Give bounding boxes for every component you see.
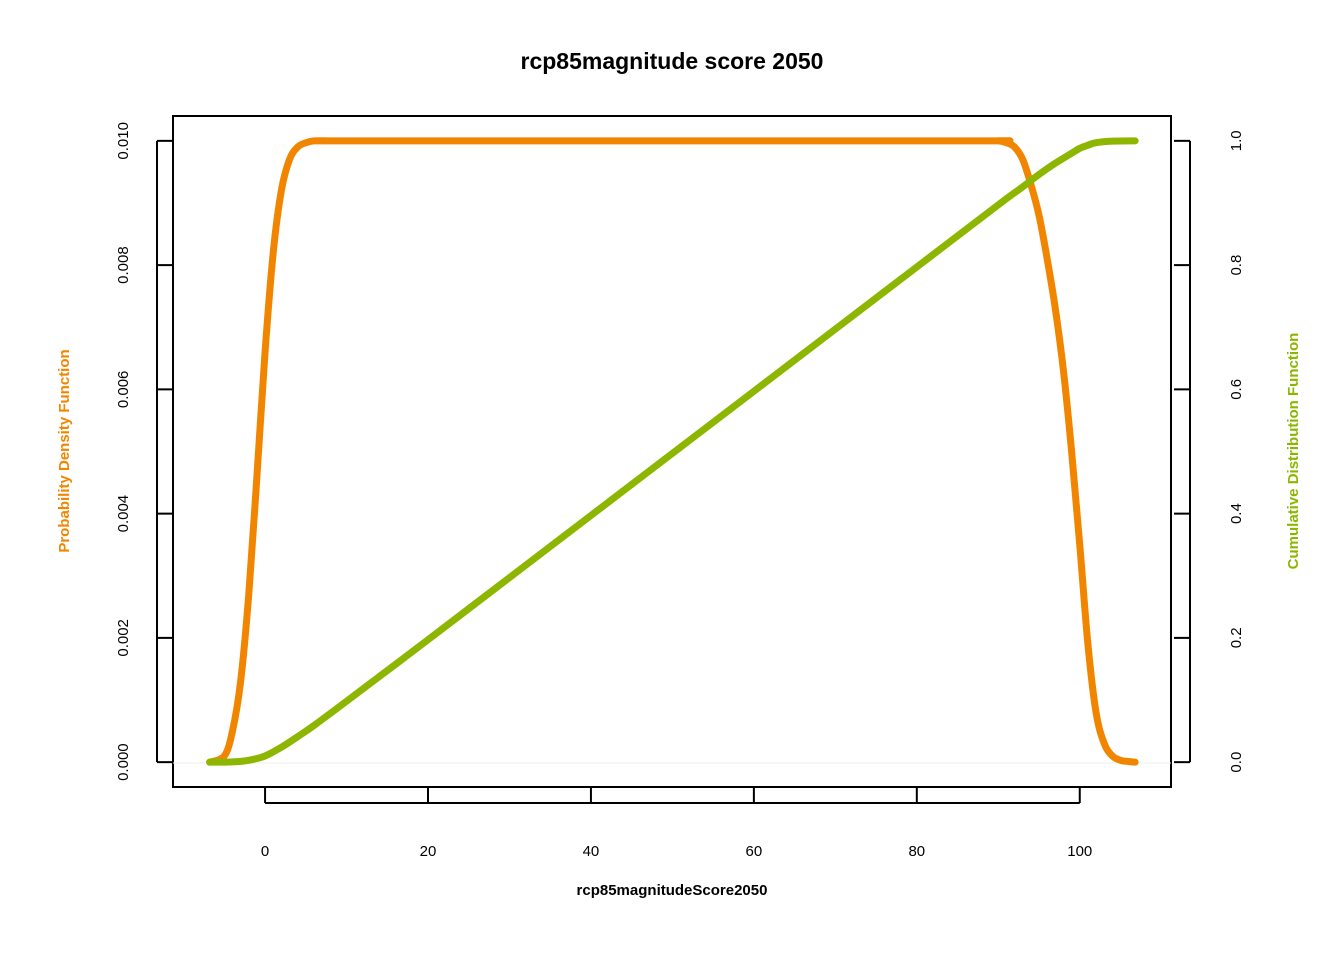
x-tick-label: 100	[1067, 843, 1092, 860]
series-layer	[206, 137, 1139, 766]
x-tick-label: 80	[908, 843, 925, 860]
pdf-series-line	[206, 137, 1139, 766]
y-right-tick-label: 0.0	[1228, 752, 1245, 773]
x-axis-title: rcp85magnitudeScore2050	[577, 882, 768, 899]
y-right-axis: 0.0 0.2 0.4 0.6 0.8 1.0	[1174, 130, 1245, 773]
y-right-tick-label: 0.4	[1228, 503, 1245, 524]
y-left-axis: 0.000 0.002 0.004 0.006 0.008 0.010	[115, 122, 173, 781]
y-right-tick-label: 1.0	[1228, 130, 1245, 151]
y-left-tick-label: 0.002	[115, 619, 132, 657]
y-left-tick-label: 0.004	[115, 495, 132, 533]
y-left-tick-label: 0.000	[115, 743, 132, 781]
y-right-tick-label: 0.2	[1228, 627, 1245, 648]
x-tick-label: 40	[583, 843, 600, 860]
x-tick-label: 60	[746, 843, 763, 860]
y-left-tick-label: 0.010	[115, 122, 132, 160]
chart-title: rcp85magnitude score 2050	[521, 48, 824, 74]
cdf-series-line	[206, 137, 1139, 766]
y-left-tick-label: 0.006	[115, 371, 132, 409]
y-right-tick-label: 0.6	[1228, 379, 1245, 400]
y-left-axis-title: Probability Density Function	[56, 349, 73, 552]
x-tick-label: 20	[420, 843, 437, 860]
y-right-axis-title: Cumulative Distribution Function	[1285, 333, 1302, 570]
x-axis: 0 20 40 60 80 100	[261, 787, 1092, 860]
y-right-tick-label: 0.8	[1228, 255, 1245, 276]
plot-frame	[172, 115, 1172, 788]
y-left-tick-label: 0.008	[115, 246, 132, 284]
x-tick-label: 0	[261, 843, 269, 860]
